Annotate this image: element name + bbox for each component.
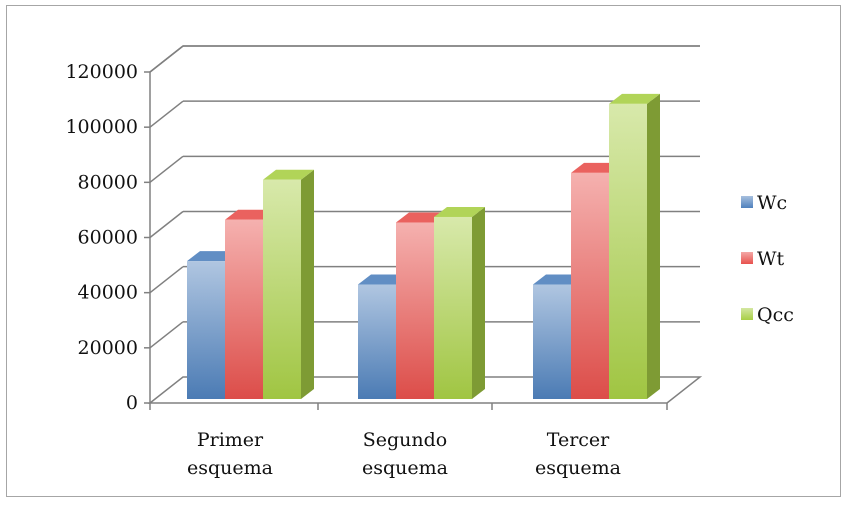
bar-top (609, 93, 660, 104)
gridline-side (149, 321, 184, 349)
bar-qcc (609, 93, 660, 399)
bar-front (225, 219, 263, 399)
bar-side (472, 206, 485, 399)
bar-front (533, 284, 571, 399)
y-tick-label: 20000 (78, 337, 138, 359)
bar-front (263, 179, 301, 399)
y-tick-label: 100000 (65, 116, 138, 138)
y-tick-label: 120000 (65, 61, 138, 83)
legend-label: Qcc (757, 304, 794, 326)
legend-label: Wt (757, 248, 785, 270)
legend-item-wc: Wc (741, 192, 787, 214)
bar-qcc (434, 206, 485, 399)
legend: Wc Wt Qcc (741, 192, 794, 326)
x-category-label: esquema (362, 457, 448, 479)
bar-front (187, 261, 225, 399)
bar-front (609, 103, 647, 399)
bar-qcc (263, 169, 314, 399)
y-axis-ticks: 0 20000 40000 60000 80000 100000 120000 (65, 61, 138, 414)
legend-item-qcc: Qcc (741, 304, 794, 326)
x-category-label: esquema (187, 457, 273, 479)
legend-swatch (741, 308, 753, 320)
x-category-label: Primer (197, 429, 264, 451)
legend-swatch (741, 252, 753, 264)
x-category-label: Tercer (547, 429, 610, 451)
bar-side (301, 169, 314, 399)
x-category-label: esquema (535, 457, 621, 479)
gridline-side (149, 45, 184, 73)
bar-front (571, 172, 609, 399)
gridline-side (149, 210, 184, 239)
legend-swatch (741, 196, 753, 208)
gridline-side (149, 100, 184, 128)
bar-top (434, 206, 485, 217)
y-tick-label: 40000 (78, 282, 138, 304)
x-axis-categories: Primer esquema Segundo esquema Tercer esquema (149, 403, 668, 479)
bar-front (358, 284, 396, 399)
bars (187, 93, 660, 399)
legend-label: Wc (757, 192, 787, 214)
gridline-side (149, 266, 184, 294)
y-tick-label: 0 (126, 392, 138, 414)
legend-item-wt: Wt (741, 248, 785, 270)
y-tick-label: 60000 (78, 227, 138, 249)
x-category-label: Segundo (363, 429, 448, 451)
y-tick-label: 80000 (78, 171, 138, 193)
bar-front (396, 222, 434, 399)
bar-top (263, 169, 314, 180)
gridline-side (149, 155, 184, 183)
bar-side (647, 93, 660, 399)
bar-front (434, 216, 472, 399)
